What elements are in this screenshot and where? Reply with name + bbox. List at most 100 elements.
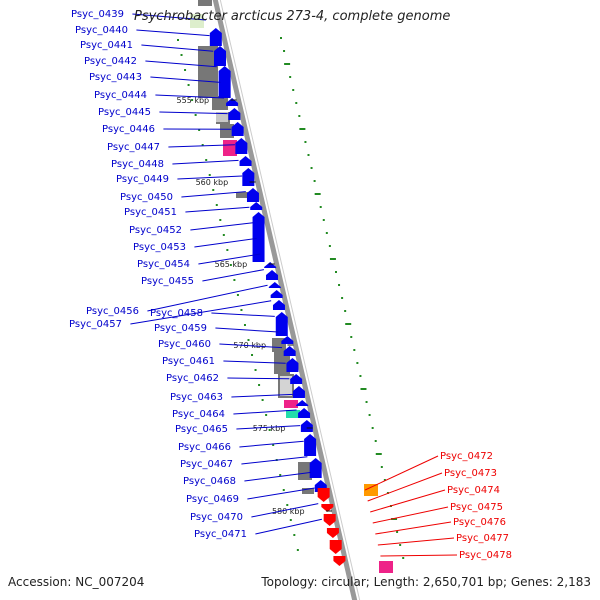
gene-leader-line: [177, 175, 243, 180]
cds-arrow: [309, 458, 322, 478]
accession-label: Accession: NC_007204: [8, 575, 145, 589]
cds-arrow: [268, 282, 281, 288]
gene-leader-line: [198, 253, 261, 265]
cds-arrow: [218, 66, 231, 98]
map-title: Psychrobacter arcticus 273-4, complete g…: [134, 9, 451, 24]
gene-leader-line: [190, 222, 254, 231]
genome-backbone-edge: [219, 0, 361, 600]
kbp-marker: 555 kbp: [177, 96, 210, 105]
gene-leader-line: [219, 343, 283, 349]
gene-label-left: Psyc_0459: [154, 323, 207, 334]
cds-arrow: [333, 556, 346, 566]
gene-label-left: Psyc_0445: [98, 107, 151, 118]
gray-feature-light: [280, 376, 292, 396]
gene-label-left: Psyc_0456: [86, 306, 139, 317]
gene-leader-line: [233, 409, 297, 415]
cds-arrow: [300, 420, 313, 432]
gene-label-left: Psyc_0465: [175, 424, 228, 435]
gene-leader-line: [172, 159, 239, 165]
gene-leader-line: [130, 300, 272, 325]
kbp-marker: 575 kbp: [253, 424, 286, 433]
gene-leader-line: [136, 29, 210, 37]
gene-label-right: Psyc_0472: [440, 451, 493, 462]
cds-arrow: [275, 312, 288, 336]
gene-leader-line: [364, 455, 439, 491]
cds-arrow: [292, 386, 305, 398]
cds-arrow: [326, 528, 339, 538]
cds-arrow: [235, 138, 248, 154]
gray-feature: [198, 46, 218, 98]
gene-label-left: Psyc_0457: [69, 319, 122, 330]
gene-leader-line: [380, 554, 458, 557]
gene-label-left: Psyc_0470: [190, 512, 243, 523]
gene-leader-line: [241, 456, 308, 465]
gene-label-left: Psyc_0446: [102, 124, 155, 135]
cds-arrow: [226, 98, 239, 106]
gene-label-left: Psyc_0448: [111, 159, 164, 170]
gene-label-right: Psyc_0477: [456, 533, 509, 544]
gene-label-right: Psyc_0478: [459, 550, 512, 561]
gene-leader-line: [255, 518, 322, 535]
gene-leader-line: [239, 440, 304, 448]
gray-feature: [198, 0, 212, 6]
gene-leader-line: [194, 237, 257, 248]
gene-leader-line: [247, 487, 315, 500]
gene-label-left: Psyc_0450: [120, 192, 173, 203]
gene-leader-line: [145, 60, 217, 68]
gene-label-left: Psyc_0458: [150, 308, 203, 319]
gene-label-left: Psyc_0439: [71, 9, 124, 20]
gene-leader-line: [227, 377, 290, 380]
gene-label-left: Psyc_0444: [94, 90, 147, 101]
gene-label-left: Psyc_0466: [178, 442, 231, 453]
gray-feature: [220, 124, 234, 138]
gene-leader-line: [185, 206, 250, 213]
cds-arrow: [270, 290, 283, 298]
cds-arrow: [214, 46, 227, 66]
gene-leader-line: [141, 44, 214, 52]
gene-leader-line: [159, 111, 228, 115]
gene-label-left: Psyc_0441: [80, 40, 133, 51]
cds-arrow: [296, 400, 309, 406]
gene-leader-line: [132, 13, 207, 21]
gene-label-left: Psyc_0442: [84, 56, 137, 67]
teal-feature: [286, 410, 300, 418]
cds-arrow: [250, 202, 263, 210]
kbp-marker: 560 kbp: [196, 178, 229, 187]
cds-arrow: [228, 108, 241, 120]
gene-label-left: Psyc_0440: [75, 25, 128, 36]
gene-leader-line: [372, 506, 449, 524]
cds-arrow: [286, 358, 299, 372]
rna-feature: [190, 14, 204, 28]
gene-label-left: Psyc_0452: [129, 225, 182, 236]
gene-label-left: Psyc_0463: [170, 392, 223, 403]
gene-label-left: Psyc_0464: [172, 409, 225, 420]
gene-label-left: Psyc_0467: [180, 459, 233, 470]
gene-label-right: Psyc_0474: [447, 485, 500, 496]
gene-label-right: Psyc_0475: [450, 502, 503, 513]
gene-leader-line: [231, 393, 293, 398]
cds-arrow: [323, 514, 336, 526]
cds-arrow: [252, 212, 265, 262]
gene-label-left: Psyc_0460: [158, 339, 211, 350]
gray-feature: [236, 192, 248, 198]
cds-arrow: [304, 434, 317, 456]
cds-arrow: [298, 408, 311, 418]
gene-leader-line: [251, 503, 319, 518]
gene-leader-line: [223, 360, 286, 364]
gene-label-left: Psyc_0455: [141, 276, 194, 287]
orange-feature: [364, 484, 378, 496]
cds-arrow: [231, 122, 244, 136]
gene-leader-line: [375, 521, 452, 535]
cds-arrow: [246, 188, 259, 202]
gene-leader-line: [155, 94, 225, 99]
gray-feature: [212, 96, 228, 110]
gene-leader-line: [377, 537, 455, 546]
cds-arrow: [281, 336, 294, 344]
gene-leader-line: [202, 269, 265, 282]
cds-arrow: [321, 504, 334, 512]
pink-feature: [223, 140, 237, 156]
kbp-marker: 565 kbp: [215, 260, 248, 269]
cds-arrow: [266, 270, 279, 280]
cds-arrow: [272, 300, 285, 310]
